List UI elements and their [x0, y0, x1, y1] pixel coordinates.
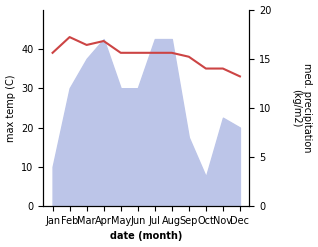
Y-axis label: max temp (C): max temp (C)	[5, 74, 16, 142]
Y-axis label: med. precipitation
(kg/m2): med. precipitation (kg/m2)	[291, 63, 313, 153]
X-axis label: date (month): date (month)	[110, 231, 183, 242]
